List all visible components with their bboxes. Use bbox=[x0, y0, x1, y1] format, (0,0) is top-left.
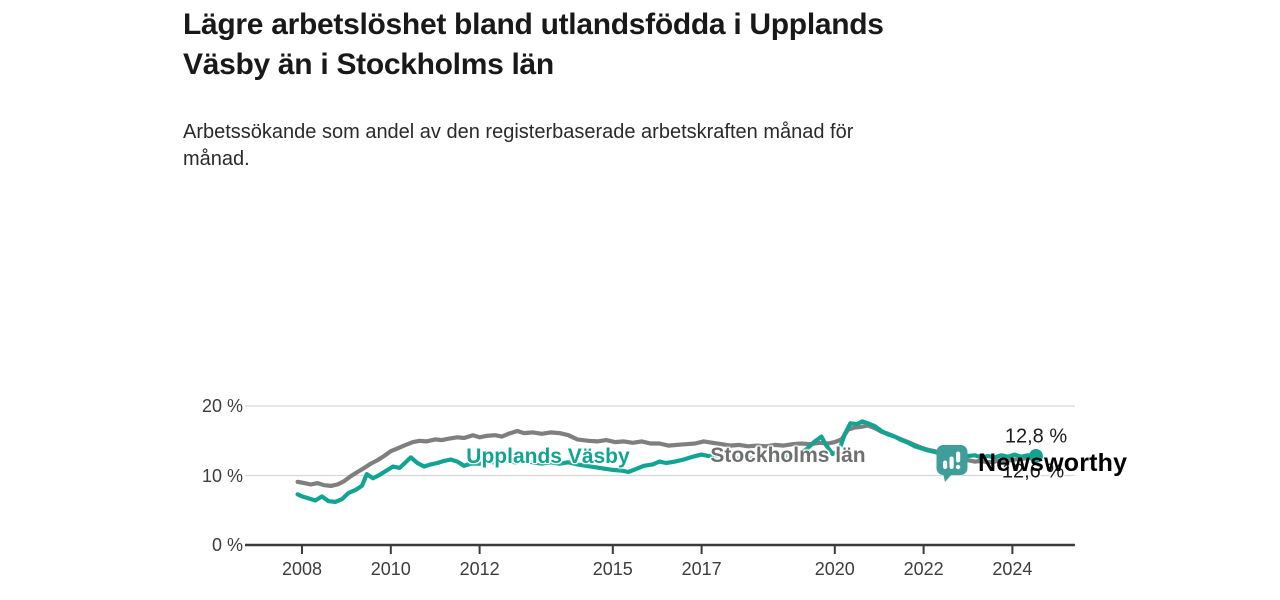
y-tick-label-20: 20 % bbox=[201, 396, 243, 416]
chart-subtitle-line2: månad. bbox=[183, 148, 250, 170]
newsworthy-logo[interactable]: Newsworthy bbox=[936, 444, 1127, 482]
series-line-stockholms-l-n bbox=[295, 423, 1039, 488]
end-value-label-stockholms-lan: 12,6 % bbox=[1001, 460, 1065, 483]
y-tick-label-10: 10 % bbox=[201, 465, 243, 486]
newsworthy-logo-text: Newsworthy bbox=[978, 448, 1128, 477]
series-label-upplands-vasby: Upplands Väsby bbox=[466, 445, 630, 468]
x-tick-label-2008: 2008 bbox=[281, 559, 323, 579]
chart-subtitle: Arbetssökande som andel av den registerb… bbox=[183, 119, 1083, 173]
x-tick-label-2020: 2020 bbox=[814, 559, 855, 579]
x-tick-label-2017: 2017 bbox=[681, 559, 722, 579]
series-label-stockholms-lan: Stockholms län bbox=[710, 444, 866, 467]
bar-chart-speech-bubble-icon bbox=[936, 445, 968, 482]
y-tick-label-0: 0 % bbox=[211, 535, 243, 555]
x-tick-label-2015: 2015 bbox=[592, 559, 633, 579]
x-tick-label-2024: 2024 bbox=[992, 559, 1033, 579]
chart-subtitle-line1: Arbetssökande som andel av den registerb… bbox=[183, 121, 854, 143]
end-value-label-upplands-vasby: 12,8 % bbox=[1004, 425, 1068, 448]
series-line-upplands-v-sby bbox=[295, 419, 1039, 504]
page-title-line1: Lägre arbetslöshet bland utlandsfödda i … bbox=[183, 8, 884, 41]
line-chart: 20 % 10 % 0 % 2008 2010 2012 2015 2017 2020 2022… bbox=[0, 190, 1280, 579]
x-tick-label-2012: 2012 bbox=[459, 559, 500, 579]
x-tick-label-2022: 2022 bbox=[903, 559, 944, 579]
page-title: Lägre arbetslöshet bland utlandsfödda i … bbox=[183, 5, 1083, 85]
page-title-line2: Väsby än i Stockholms län bbox=[183, 48, 554, 81]
x-tick-label-2010: 2010 bbox=[370, 559, 411, 579]
latest-value-dot bbox=[1028, 449, 1043, 464]
